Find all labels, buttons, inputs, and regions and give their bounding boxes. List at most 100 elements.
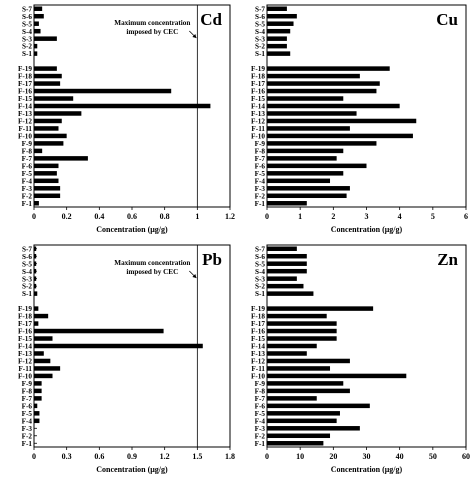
y-tick-label: S-7: [255, 5, 265, 13]
bar: [34, 51, 38, 56]
y-tick-label: S-1: [255, 50, 265, 58]
y-tick-label: F-13: [251, 350, 265, 358]
bar: [267, 126, 350, 131]
y-tick-label: S-3: [255, 275, 265, 283]
y-tick-label: F-6: [255, 402, 266, 410]
bar: [34, 36, 57, 41]
bar: [267, 133, 413, 139]
x-tick-label: 0: [32, 212, 36, 221]
x-tick-label: 1.5: [192, 452, 202, 461]
y-tick-label: F-14: [18, 343, 32, 351]
y-tick-label: S-4: [255, 268, 265, 276]
y-tick-label: F-17: [251, 80, 265, 88]
y-tick-label: F-15: [18, 335, 32, 343]
bar: [267, 141, 377, 146]
y-tick-label: F-10: [251, 373, 265, 381]
y-tick-label: S-4: [22, 268, 32, 276]
y-tick-label: S-3: [255, 35, 265, 43]
y-tick-label: F-6: [22, 162, 33, 170]
bar: [267, 283, 304, 289]
reference-arrowhead: [192, 274, 197, 278]
x-axis-label: Concentration (μg/g): [96, 465, 168, 474]
bar: [267, 156, 337, 161]
y-tick-label: F-19: [18, 65, 32, 73]
bar: [267, 43, 287, 49]
bar: [34, 73, 62, 79]
bar: [34, 103, 211, 109]
y-tick-label: F-6: [22, 402, 33, 410]
y-tick-label: F-18: [18, 73, 32, 81]
y-tick-label: F-9: [22, 380, 33, 388]
bar: [267, 366, 331, 371]
x-axis-label: Concentration (μg/g): [96, 225, 168, 234]
y-tick-label: F-15: [18, 95, 32, 103]
y-tick-label: F-14: [251, 103, 265, 111]
bar: [34, 21, 39, 26]
bar: [267, 163, 367, 169]
y-tick-label: F-17: [18, 320, 32, 328]
bar: [267, 13, 297, 19]
bar: [267, 381, 344, 386]
y-tick-label: F-5: [255, 410, 266, 418]
y-tick-label: F-19: [251, 305, 265, 313]
panel-pb: F-1F-2F-3F-4F-5F-6F-7F-8F-9F-10F-11F-12F…: [18, 244, 235, 474]
y-tick-label: F-11: [18, 365, 32, 373]
y-tick-label: F-3: [22, 425, 33, 433]
bar: [34, 366, 61, 371]
bar: [34, 193, 61, 199]
y-tick-label: F-2: [22, 432, 33, 440]
x-axis-label: Concentration (μg/g): [331, 465, 403, 474]
bar: [34, 111, 82, 116]
y-tick-label: S-7: [22, 5, 32, 13]
reference-label-line1: Maximum concentration: [114, 19, 190, 27]
bar: [34, 253, 37, 259]
bar: [267, 336, 337, 341]
y-tick-label: F-13: [251, 110, 265, 118]
bar: [34, 291, 38, 296]
y-tick-label: F-13: [18, 350, 32, 358]
y-tick-label: F-15: [251, 335, 265, 343]
x-tick-label: 3: [365, 212, 369, 221]
y-tick-label: F-7: [22, 155, 33, 163]
bar: [267, 103, 400, 109]
bar: [267, 403, 370, 409]
y-tick-label: S-7: [22, 245, 32, 253]
y-tick-label: F-5: [22, 170, 33, 178]
y-tick-label: F-8: [22, 147, 33, 155]
bar: [34, 96, 74, 101]
y-tick-label: F-11: [251, 125, 265, 133]
bar: [267, 343, 317, 349]
y-tick-label: F-10: [18, 133, 32, 141]
y-tick-label: F-16: [18, 88, 32, 96]
x-tick-label: 0.8: [160, 212, 170, 221]
bar: [267, 433, 331, 439]
x-tick-label: 0.6: [127, 212, 137, 221]
bar: [267, 358, 350, 364]
bar: [34, 328, 164, 334]
reference-label-line2: imposed by CEC: [126, 28, 178, 36]
x-tick-label: 0: [265, 452, 269, 461]
panel-cu: F-1F-2F-3F-4F-5F-6F-7F-8F-9F-10F-11F-12F…: [251, 4, 468, 234]
bar: [34, 178, 59, 184]
bar: [267, 328, 337, 334]
y-tick-label: F-14: [251, 343, 265, 351]
y-tick-label: F-6: [255, 162, 266, 170]
y-tick-label: F-16: [251, 88, 265, 96]
y-tick-label: F-18: [251, 73, 265, 81]
bar: [34, 201, 39, 206]
bar: [267, 351, 307, 356]
bar: [267, 81, 380, 86]
bar: [267, 418, 337, 424]
y-tick-label: S-2: [22, 43, 32, 51]
x-tick-label: 4: [398, 212, 402, 221]
bar: [267, 396, 317, 401]
y-tick-label: F-1: [22, 200, 33, 208]
y-tick-label: F-4: [22, 177, 33, 185]
y-tick-label: F-15: [251, 95, 265, 103]
bar: [34, 358, 51, 364]
reference-arrowhead: [192, 34, 197, 38]
y-tick-label: S-1: [255, 290, 265, 298]
bar: [267, 51, 291, 56]
bar: [267, 313, 327, 319]
